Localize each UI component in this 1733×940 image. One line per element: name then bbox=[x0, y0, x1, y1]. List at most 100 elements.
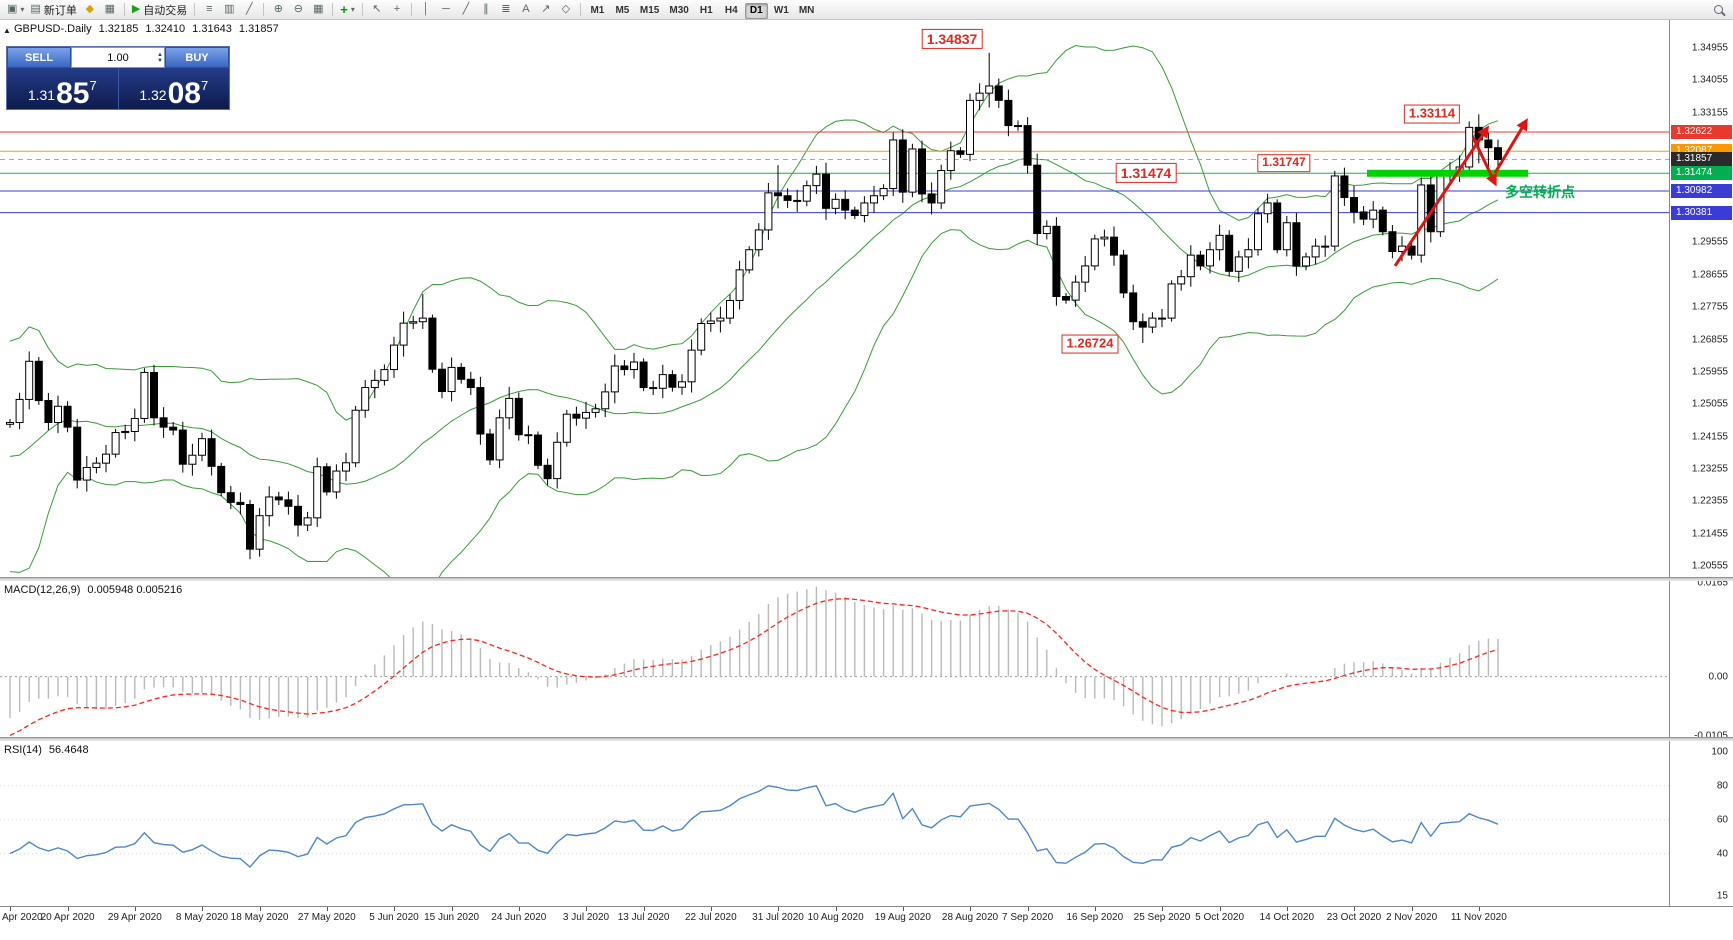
panel-divider[interactable] bbox=[0, 737, 1733, 741]
text-tool-button[interactable]: A bbox=[516, 1, 536, 19]
new-order-button[interactable]: ▤ 新订单 bbox=[27, 1, 79, 19]
price-axis[interactable]: 1.34955 1.34055 1.33155 1.29555 1.28655 1.277… bbox=[1669, 20, 1733, 906]
price-axis-label: 1.27755 bbox=[1691, 301, 1728, 313]
date-tick bbox=[1027, 907, 1029, 911]
price-marker-1.30982: 1.30982 bbox=[1671, 183, 1732, 198]
indicators-icon: + bbox=[340, 2, 348, 17]
date-axis[interactable]: Apr 2020 20 Apr 2020 29 Apr 2020 8 May 2020… bbox=[0, 906, 1733, 940]
date-label: 11 Nov 2020 bbox=[1450, 912, 1507, 923]
price-marker-1.30381: 1.30381 bbox=[1671, 205, 1732, 220]
rsi-label: RSI(14) bbox=[4, 744, 42, 756]
close-value: 1.31857 bbox=[238, 23, 279, 35]
ask-price-display[interactable]: 1.32 08 7 bbox=[119, 68, 230, 109]
open-value: 1.32185 bbox=[98, 23, 139, 35]
fibonacci-tool-button[interactable]: ≣ bbox=[496, 1, 516, 19]
buy-button[interactable]: BUY bbox=[165, 47, 229, 68]
metaeditor-button[interactable]: ◆ bbox=[80, 1, 100, 19]
toolbar-separator bbox=[194, 3, 196, 16]
date-label: Apr 2020 bbox=[2, 912, 43, 923]
date-label: 27 May 2020 bbox=[297, 912, 356, 923]
timeframe-M30[interactable]: M30 bbox=[669, 5, 689, 17]
bar-chart-button[interactable]: ≡ bbox=[199, 1, 219, 19]
tile-windows-button[interactable]: ▦ bbox=[308, 1, 328, 19]
date-tick bbox=[970, 907, 971, 911]
vertical-line-tool-button[interactable]: │ bbox=[416, 1, 436, 19]
horizontal-line-tool-button[interactable]: ─ bbox=[436, 1, 456, 19]
timeframe-H4[interactable]: H4 bbox=[724, 5, 738, 17]
timeframe-M1[interactable]: M1 bbox=[590, 5, 605, 17]
date-tick bbox=[1094, 907, 1096, 911]
date-tick bbox=[518, 907, 520, 911]
price-axis-label: 1.29555 bbox=[1691, 236, 1728, 248]
date-tick bbox=[1478, 907, 1480, 911]
timeframe-D1[interactable]: D1 bbox=[744, 2, 768, 19]
chart-ohlc-header: GBPUSD-.Daily 1.32185 1.32410 1.31643 1.… bbox=[14, 23, 279, 35]
chevron-down-icon: ▾ bbox=[20, 4, 25, 14]
date-label: 19 Aug 2020 bbox=[874, 912, 931, 923]
zoom-in-button[interactable]: ⊕ bbox=[268, 1, 288, 19]
price-axis-label: 1.25055 bbox=[1691, 398, 1728, 410]
ask-pips: 08 bbox=[167, 76, 201, 110]
cursor-tool-button[interactable]: ↖ bbox=[367, 1, 387, 19]
zoom-out-button[interactable]: ⊖ bbox=[288, 1, 308, 19]
zoom-out-icon: ⊖ bbox=[293, 3, 303, 15]
timeframe-MN[interactable]: MN bbox=[798, 5, 815, 17]
spin-down-icon[interactable]: ▼ bbox=[157, 57, 163, 64]
timeframe-M15[interactable]: M15 bbox=[639, 5, 660, 17]
search-icon[interactable] bbox=[1714, 5, 1723, 14]
new-order-icon: ▤ bbox=[30, 3, 41, 15]
timeframe-W1[interactable]: W1 bbox=[773, 5, 789, 17]
bid-pips: 85 bbox=[56, 76, 90, 110]
auto-trading-button[interactable]: ▶ 自动交易 bbox=[129, 1, 190, 19]
bid-point: 7 bbox=[89, 78, 97, 93]
volume-box: ▲▼ bbox=[71, 47, 165, 68]
toolbar-separator bbox=[332, 3, 334, 16]
timeframe-M5[interactable]: M5 bbox=[615, 5, 630, 17]
date-label: 31 Jul 2020 bbox=[752, 912, 804, 923]
rsi-scale-label: 15 bbox=[1716, 890, 1728, 902]
date-label: 23 Oct 2020 bbox=[1326, 912, 1382, 923]
vertical-line-icon: │ bbox=[422, 3, 430, 15]
rsi-scale-label: 60 bbox=[1716, 814, 1728, 826]
volume-stepper[interactable]: ▲ ▼ bbox=[157, 48, 163, 67]
channel-tool-button[interactable]: ∥ bbox=[476, 1, 496, 19]
horizontal-line-icon: ─ bbox=[442, 3, 450, 15]
date-tick bbox=[1219, 907, 1221, 911]
one-click-collapse-icon[interactable]: ▲ bbox=[3, 26, 11, 35]
zoom-in-icon: ⊕ bbox=[273, 3, 283, 15]
bid-price-display[interactable]: 1.31 85 7 bbox=[7, 68, 119, 109]
date-label: 7 Sep 2020 bbox=[1002, 912, 1054, 923]
date-label: 28 Aug 2020 bbox=[941, 912, 999, 923]
date-label: 8 May 2020 bbox=[175, 912, 229, 923]
date-tick bbox=[451, 907, 453, 911]
date-tick bbox=[1286, 907, 1288, 911]
date-tick bbox=[1162, 907, 1163, 911]
spin-up-icon[interactable]: ▲ bbox=[157, 51, 163, 58]
price-marker-1.32622: 1.32622 bbox=[1671, 124, 1732, 139]
timeframe-H1[interactable]: H1 bbox=[699, 5, 713, 17]
indicators-button[interactable]: + ▾ bbox=[337, 1, 358, 19]
sell-button[interactable]: SELL bbox=[7, 47, 71, 68]
volume-input[interactable] bbox=[72, 48, 164, 67]
date-label: 3 Jul 2020 bbox=[562, 912, 610, 923]
low-value: 1.31643 bbox=[192, 23, 232, 35]
date-label: 15 Jun 2020 bbox=[424, 912, 480, 923]
date-label: 22 Jul 2020 bbox=[684, 912, 737, 923]
metaeditor-icon: ◆ bbox=[85, 3, 95, 15]
panel-divider[interactable] bbox=[0, 577, 1733, 581]
line-chart-button[interactable]: ╱ bbox=[239, 1, 259, 19]
arrow-tool-button[interactable]: ↗ bbox=[536, 1, 556, 19]
layout-button[interactable]: ▦ bbox=[100, 1, 120, 19]
macd-scale-label: 0.00 bbox=[1708, 671, 1728, 683]
crosshair-tool-button[interactable]: + bbox=[387, 1, 407, 19]
ask-integer: 1.32 bbox=[139, 87, 167, 103]
new-chart-button[interactable]: ▣ ▾ bbox=[4, 1, 27, 19]
new-chart-icon: ▣ bbox=[7, 3, 18, 15]
candlestick-chart-button[interactable]: ▥ bbox=[219, 1, 239, 19]
shapes-tool-button[interactable]: ◇ bbox=[556, 1, 576, 19]
trendline-tool-button[interactable]: ╱ bbox=[456, 1, 476, 19]
text-tool-icon: A bbox=[522, 3, 530, 15]
high-value: 1.32410 bbox=[145, 23, 186, 35]
